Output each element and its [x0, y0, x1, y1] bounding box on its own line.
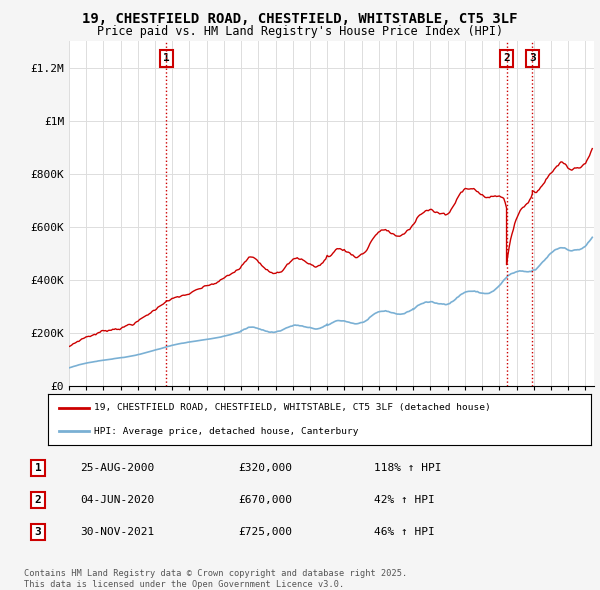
Text: 30-NOV-2021: 30-NOV-2021 — [80, 527, 155, 537]
Text: 3: 3 — [529, 53, 536, 63]
Text: Price paid vs. HM Land Registry's House Price Index (HPI): Price paid vs. HM Land Registry's House … — [97, 25, 503, 38]
Text: 1: 1 — [163, 53, 170, 63]
Text: 42% ↑ HPI: 42% ↑ HPI — [374, 495, 434, 505]
Text: 25-AUG-2000: 25-AUG-2000 — [80, 463, 155, 473]
Text: £725,000: £725,000 — [238, 527, 292, 537]
Text: 19, CHESTFIELD ROAD, CHESTFIELD, WHITSTABLE, CT5 3LF: 19, CHESTFIELD ROAD, CHESTFIELD, WHITSTA… — [82, 12, 518, 26]
Text: 2: 2 — [35, 495, 41, 505]
Text: 3: 3 — [35, 527, 41, 537]
Text: Contains HM Land Registry data © Crown copyright and database right 2025.
This d: Contains HM Land Registry data © Crown c… — [24, 569, 407, 589]
Text: 19, CHESTFIELD ROAD, CHESTFIELD, WHITSTABLE, CT5 3LF (detached house): 19, CHESTFIELD ROAD, CHESTFIELD, WHITSTA… — [94, 403, 491, 412]
Text: HPI: Average price, detached house, Canterbury: HPI: Average price, detached house, Cant… — [94, 427, 359, 436]
Text: 118% ↑ HPI: 118% ↑ HPI — [374, 463, 441, 473]
Text: 46% ↑ HPI: 46% ↑ HPI — [374, 527, 434, 537]
Text: 2: 2 — [503, 53, 510, 63]
Text: 1: 1 — [35, 463, 41, 473]
Text: 04-JUN-2020: 04-JUN-2020 — [80, 495, 155, 505]
Text: £320,000: £320,000 — [238, 463, 292, 473]
Text: £670,000: £670,000 — [238, 495, 292, 505]
